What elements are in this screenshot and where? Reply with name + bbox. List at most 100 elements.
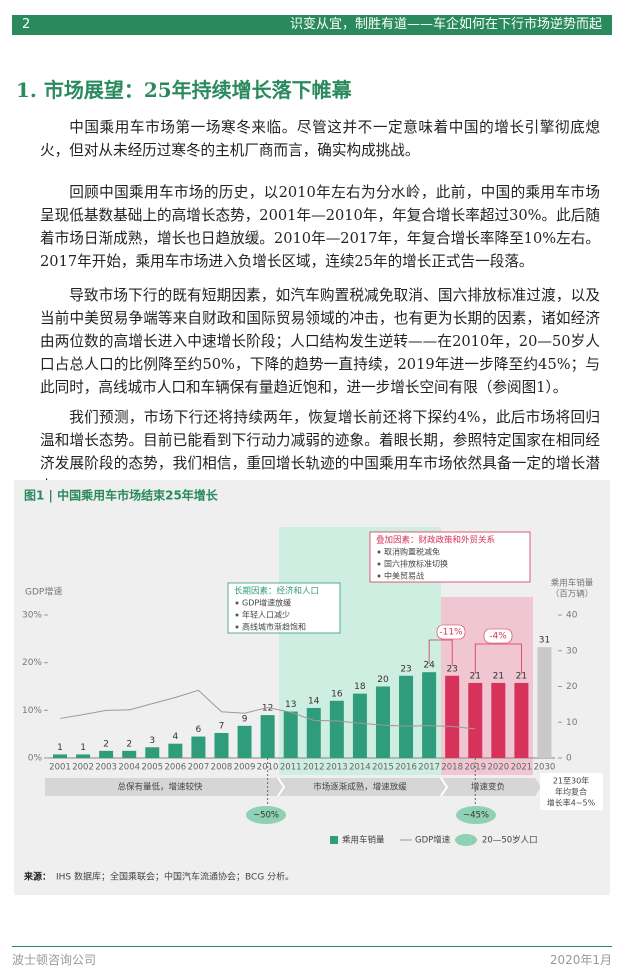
y2-axis-label: （百万辆） xyxy=(551,589,594,600)
value-label: 14 xyxy=(308,696,320,706)
bar xyxy=(352,693,367,758)
phase-label: 总保有量低，增速较快 xyxy=(117,782,203,793)
bar xyxy=(214,732,229,758)
value-label: 6 xyxy=(196,725,202,735)
value-label: 24 xyxy=(423,661,435,671)
header-title: 识变从宜，制胜有道——车企如何在下行市场逆势而起 xyxy=(289,17,602,32)
x-tick-label: 2004 xyxy=(118,763,140,773)
bar xyxy=(168,743,183,758)
value-label: 21 xyxy=(470,671,481,681)
bar xyxy=(76,754,91,758)
bar xyxy=(537,647,552,758)
value-label: 31 xyxy=(539,636,550,646)
y2-tick-label: 20 xyxy=(566,682,578,692)
footer: 波士顿咨询公司 2020年1月 xyxy=(12,946,612,968)
figure-title: 图1 | 中国乘用车市场结束25年增长 xyxy=(24,488,219,503)
page-number: 2 xyxy=(22,17,31,32)
annotation-2030: 21至30年 xyxy=(553,776,589,786)
section-title: 1. 市场展望：25年持续增长落下帷幕 xyxy=(16,78,352,102)
legend-label: GDP增速 xyxy=(415,835,451,846)
paragraph: 回顾中国乘用车市场的历史，以2010年左右为分水岭，此前，中国的乘用车市场呈现低… xyxy=(40,184,600,270)
bracket xyxy=(474,643,522,674)
bullet xyxy=(235,625,239,629)
bar xyxy=(514,682,529,758)
value-label: 7 xyxy=(219,721,225,731)
phase-divider xyxy=(440,777,449,797)
value-label: 1 xyxy=(80,743,86,753)
callout-item: GDP增速放缓 xyxy=(242,598,291,608)
bracket xyxy=(428,639,453,666)
bullet xyxy=(235,601,239,605)
legend-swatch xyxy=(455,834,477,846)
phase-label: 增速变负 xyxy=(471,782,505,793)
bar xyxy=(422,672,437,758)
bar xyxy=(191,736,206,758)
header-bar: 2 识变从宜，制胜有道——车企如何在下行市场逆势而起 xyxy=(12,15,612,35)
x-tick-label: 2002 xyxy=(72,763,94,773)
gdp-line xyxy=(59,689,476,730)
x-tick-label: 2017 xyxy=(418,763,440,773)
figure: 图1 | 中国乘用车市场结束25年增长 0%10%20%30%010203040… xyxy=(14,480,610,895)
population-marker xyxy=(456,806,496,824)
x-tick-label: 2001 xyxy=(49,763,71,773)
annotation-box xyxy=(540,773,603,810)
x-tick-label: 2014 xyxy=(349,763,371,773)
x-tick-label: 2008 xyxy=(211,763,233,773)
value-label: 2 xyxy=(126,739,132,749)
bar xyxy=(445,675,460,758)
value-label: 23 xyxy=(400,664,411,674)
value-label: 1 xyxy=(57,743,63,753)
callout-box xyxy=(369,531,531,583)
bar xyxy=(237,725,252,758)
bullet xyxy=(377,574,381,578)
change-box xyxy=(436,624,466,640)
value-label: 3 xyxy=(149,736,155,746)
paragraph: 导致市场下行的既有短期因素，如汽车购置税减免取消、国六排放标准过渡，以及当前中美… xyxy=(40,287,600,396)
x-tick-label: 2012 xyxy=(303,763,325,773)
annotation-2030: 年均复合 xyxy=(555,787,587,797)
value-label: 12 xyxy=(262,704,273,714)
y2-tick-label: 30 xyxy=(566,646,578,656)
change-box xyxy=(483,628,513,644)
source-label: 来源： xyxy=(23,871,51,883)
x-tick-label: 2020 xyxy=(488,763,510,773)
bar xyxy=(399,675,414,758)
value-label: 21 xyxy=(493,671,504,681)
bar xyxy=(145,747,160,758)
bar xyxy=(99,750,114,758)
footer-right: 2020年1月 xyxy=(549,953,612,967)
paragraph: 中国乘用车市场第一场寒冬来临。尽管这并不一定意味着中国的增长引擎彻底熄火，但对从… xyxy=(40,119,600,159)
y2-axis-label: 乘用车销量 xyxy=(551,578,594,589)
callout-title: 长期因素：经济和人口 xyxy=(234,586,319,597)
legend-label: 20—50岁人口 xyxy=(482,835,538,846)
y-axis-label: GDP增速 xyxy=(25,586,62,598)
callout-item: 中美贸易战 xyxy=(384,571,424,581)
y2-tick-label: 40 xyxy=(566,611,578,621)
callout-item: 高线城市渐趋饱和 xyxy=(242,622,306,632)
x-tick-label: 2011 xyxy=(280,763,302,773)
population-label: ~50% xyxy=(253,811,279,821)
x-tick-label: 2030 xyxy=(534,763,556,773)
value-label: 2 xyxy=(103,739,109,749)
annotation-2030: 增长率4~5% xyxy=(547,798,596,808)
bar xyxy=(468,682,483,758)
bullet xyxy=(377,550,381,554)
change-label: -11% xyxy=(439,628,463,638)
legend-swatch xyxy=(330,836,338,844)
bar xyxy=(306,707,321,758)
x-tick-label: 2015 xyxy=(372,763,394,773)
value-label: 18 xyxy=(354,682,366,692)
y-tick-label: 10% xyxy=(22,706,42,716)
value-label: 20 xyxy=(377,675,389,685)
x-tick-label: 2007 xyxy=(188,763,210,773)
y-tick-label: 20% xyxy=(22,658,42,668)
x-tick-label: 2009 xyxy=(234,763,256,773)
bullet xyxy=(235,613,239,617)
y-tick-label: 30% xyxy=(22,611,42,621)
footer-left: 波士顿咨询公司 xyxy=(12,953,97,967)
phase-label: 市场逐渐成熟，增速放缓 xyxy=(313,782,407,793)
bar xyxy=(491,682,506,758)
source: IHS 数据库；全国乘联会；中国汽车流通协会；BCG 分析。 xyxy=(56,871,294,883)
x-tick-label: 2006 xyxy=(165,763,187,773)
